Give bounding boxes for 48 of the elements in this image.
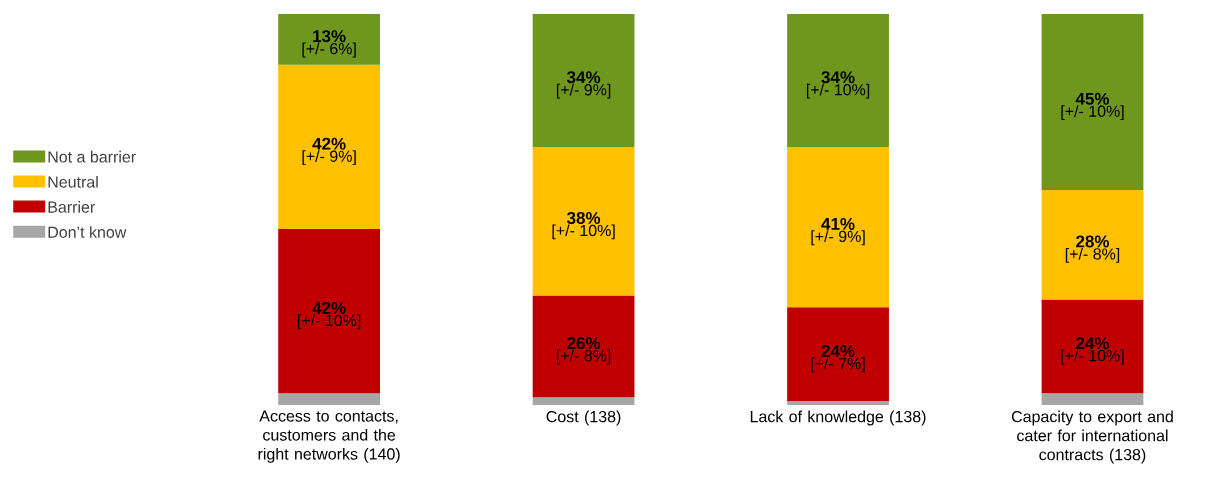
bar <box>532 14 635 147</box>
legend-label: Don’t know <box>48 226 127 238</box>
data-label: 41% <box>821 217 855 230</box>
data-label: 34% <box>821 71 855 84</box>
legend-label: Neutral <box>48 175 98 188</box>
annotation: [+/- 10%] <box>1061 105 1124 121</box>
x-tick-label: Lack of knowledge (138) <box>750 410 926 426</box>
data-label: 42% <box>312 137 346 150</box>
bar <box>787 307 889 402</box>
data-label: 45% <box>1075 92 1110 105</box>
x-tick-label: Capacity to export and cater for international contracts (138) <box>1011 410 1173 464</box>
bar <box>1041 14 1144 190</box>
bar <box>278 229 381 394</box>
data-label: 24% <box>1076 337 1110 350</box>
annotation: [+/- 10%] <box>552 224 615 240</box>
annotation: [+/- 9%] <box>302 150 356 166</box>
annotation: [+/- 10%] <box>806 83 870 99</box>
bar <box>1041 189 1144 300</box>
annotation: [+/- 8%] <box>556 349 611 365</box>
annotation: [+/- 10%] <box>1061 349 1124 365</box>
annotation: [+/- 6%] <box>302 42 356 58</box>
annotation: [+/- 9%] <box>556 83 611 99</box>
data-label: 34% <box>566 71 601 84</box>
bar <box>787 14 889 147</box>
x-tick-label: Cost (138) <box>546 410 621 426</box>
data-label: 24% <box>821 344 855 357</box>
legend-label: Not a barrier <box>48 150 136 163</box>
bar <box>1041 393 1144 405</box>
legend-label: Barrier <box>48 201 95 213</box>
bar <box>278 14 381 65</box>
bar <box>532 146 635 296</box>
bar <box>278 393 381 405</box>
data-label: 13% <box>313 30 346 43</box>
x-tick-label: Access to contacts, customers and the right networks (140) <box>258 410 400 463</box>
data-label: 38% <box>566 211 601 225</box>
bar <box>532 295 635 398</box>
data-label: 26% <box>567 337 601 350</box>
annotation: [+/- 9%] <box>811 230 865 246</box>
annotation: [+/- 10%] <box>298 314 361 330</box>
annotation: [+/- 8%] <box>1065 247 1120 263</box>
bar <box>787 146 889 308</box>
data-label: 28% <box>1076 235 1110 248</box>
bar <box>532 397 635 405</box>
bar <box>278 64 381 230</box>
annotation: [+/- 7%] <box>811 357 865 373</box>
bar <box>787 401 889 405</box>
bar <box>1041 299 1144 394</box>
data-label: 42% <box>312 301 346 314</box>
